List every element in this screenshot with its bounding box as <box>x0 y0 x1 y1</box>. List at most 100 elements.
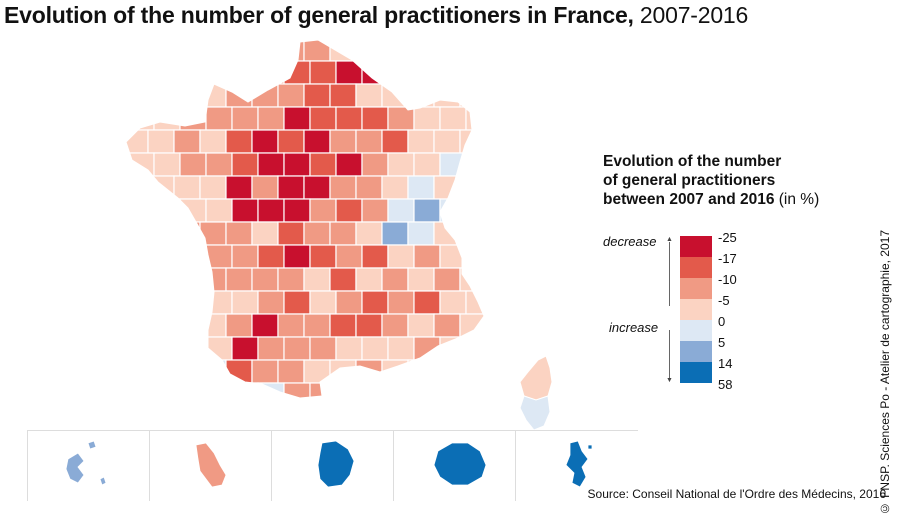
department-region <box>283 152 311 177</box>
department-region <box>127 290 155 315</box>
department-region <box>439 290 467 315</box>
department-region <box>199 129 227 154</box>
legend-class-label: -10 <box>718 272 737 287</box>
department-region <box>251 267 279 292</box>
department-region <box>381 40 409 62</box>
increase-arrow-line <box>669 330 670 378</box>
department-region <box>407 40 435 62</box>
department-region <box>205 60 233 85</box>
department-region <box>355 267 383 292</box>
department-region <box>147 40 175 62</box>
department-region <box>465 198 484 223</box>
department-region <box>309 60 337 85</box>
map-title: Evolution of the number of general pract… <box>4 2 748 29</box>
department-region <box>231 290 259 315</box>
department-region <box>303 313 331 338</box>
department-region <box>433 40 461 62</box>
department-region <box>173 129 201 154</box>
department-region <box>251 129 279 154</box>
guadeloupe-shape <box>65 440 107 486</box>
legend-title-line3: between 2007 and 2016 <box>603 191 775 208</box>
department-region <box>173 40 201 62</box>
mayotte-shape <box>565 440 593 488</box>
department-region <box>335 198 363 223</box>
department-region <box>257 244 285 269</box>
legend-unit: (in %) <box>774 191 820 208</box>
legend-title: Evolution of the number of general pract… <box>603 152 819 209</box>
department-region <box>277 83 305 108</box>
department-region <box>381 221 409 246</box>
department-region <box>179 336 207 361</box>
department-region <box>283 244 311 269</box>
department-region <box>309 198 337 223</box>
department-region <box>251 359 279 384</box>
department-region <box>277 313 305 338</box>
department-region <box>173 267 201 292</box>
legend-class-label: 0 <box>718 314 726 329</box>
department-region <box>127 106 155 131</box>
department-region <box>283 336 311 361</box>
department-region <box>205 106 233 131</box>
department-region <box>153 198 181 223</box>
department-region <box>153 152 181 177</box>
reunion-shape <box>433 442 487 486</box>
inset-mayotte <box>515 430 638 501</box>
map-regions <box>126 40 484 398</box>
department-region <box>283 106 311 131</box>
department-region <box>231 60 259 85</box>
department-region <box>126 83 149 108</box>
department-region <box>251 175 279 200</box>
department-region <box>459 313 484 338</box>
department-region <box>173 221 201 246</box>
department-region <box>257 152 285 177</box>
department-region <box>309 336 337 361</box>
title-main: Evolution of the number of general pract… <box>4 2 634 28</box>
department-region <box>465 106 484 131</box>
department-region <box>355 129 383 154</box>
guyane-shape <box>317 440 355 488</box>
department-region <box>257 336 285 361</box>
department-region <box>231 382 259 398</box>
department-region <box>361 382 389 398</box>
department-region <box>199 40 227 62</box>
department-region <box>257 106 285 131</box>
credit: © FNSP. Sciences Po - Atelier de cartogr… <box>878 230 892 515</box>
legend-swatch <box>680 257 712 278</box>
department-region <box>126 221 149 246</box>
department-region <box>303 221 331 246</box>
department-region <box>355 221 383 246</box>
legend-class-label: 5 <box>718 335 726 350</box>
department-region <box>153 60 181 85</box>
department-region <box>335 382 363 398</box>
department-region <box>329 129 357 154</box>
decrease-arrow-line <box>669 242 670 306</box>
department-region <box>439 106 467 131</box>
inset-guyane <box>271 430 394 501</box>
department-region <box>205 336 233 361</box>
department-region <box>413 106 441 131</box>
department-region <box>251 83 279 108</box>
legend-increase-label: increase <box>609 320 659 335</box>
department-region <box>153 244 181 269</box>
department-region <box>309 152 337 177</box>
inset-guadeloupe <box>27 430 150 501</box>
department-region <box>277 359 305 384</box>
department-region <box>329 359 357 384</box>
department-region <box>433 175 461 200</box>
department-region <box>407 221 435 246</box>
department-region <box>459 83 484 108</box>
department-region <box>335 244 363 269</box>
department-region <box>387 382 415 398</box>
department-region <box>407 359 435 384</box>
department-region <box>199 175 227 200</box>
department-region <box>231 152 259 177</box>
department-region <box>205 382 233 398</box>
department-region <box>355 175 383 200</box>
department-region <box>231 336 259 361</box>
legend-swatch <box>680 236 712 257</box>
department-region <box>309 290 337 315</box>
department-region <box>173 359 201 384</box>
department-region <box>251 313 279 338</box>
legend-swatch <box>680 278 712 299</box>
department-region <box>465 336 484 361</box>
